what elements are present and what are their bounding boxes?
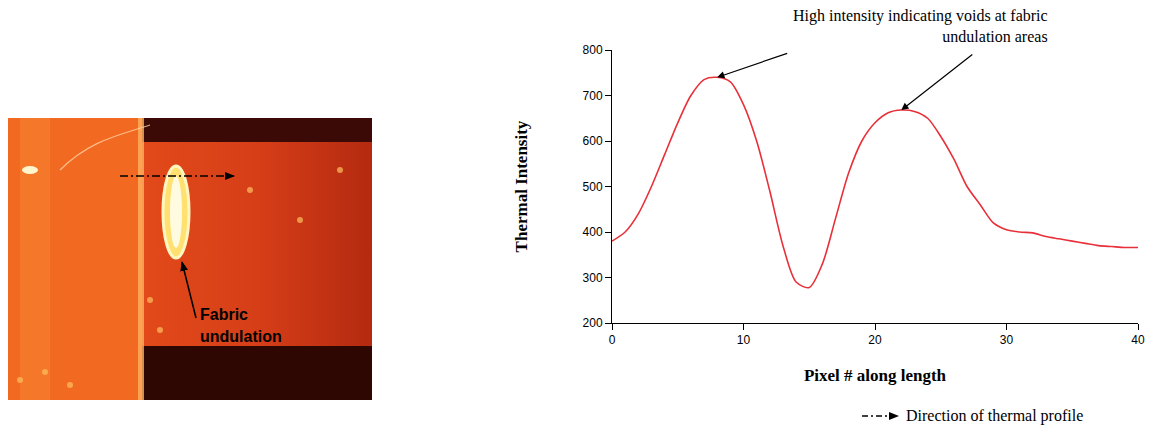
svg-text:Direction of thermal profile: Direction of thermal profile <box>906 407 1083 425</box>
svg-text:300: 300 <box>583 271 603 285</box>
svg-text:200: 200 <box>583 316 603 330</box>
svg-text:30: 30 <box>1000 333 1014 347</box>
svg-text:0: 0 <box>609 333 616 347</box>
svg-text:400: 400 <box>583 225 603 239</box>
svg-text:20: 20 <box>868 333 882 347</box>
svg-text:600: 600 <box>583 134 603 148</box>
svg-text:10: 10 <box>737 333 751 347</box>
svg-text:800: 800 <box>583 43 603 57</box>
svg-text:40: 40 <box>1131 333 1145 347</box>
svg-text:Pixel # along length: Pixel # along length <box>804 366 947 385</box>
svg-text:Thermal Intensity: Thermal Intensity <box>512 120 531 252</box>
svg-text:700: 700 <box>583 89 603 103</box>
svg-text:High intensity indicating void: High intensity indicating voids at fabri… <box>793 7 1048 45</box>
svg-text:500: 500 <box>583 180 603 194</box>
svg-text:Fabricundulation: Fabricundulation <box>200 306 282 345</box>
